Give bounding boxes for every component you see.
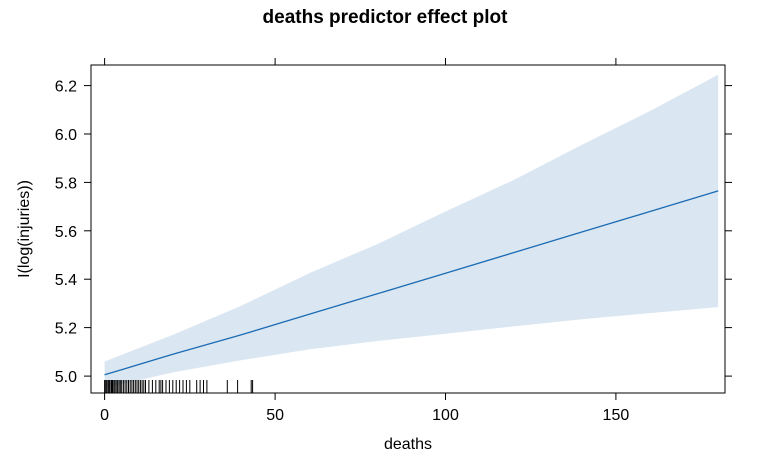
x-axis-label: deaths [384,436,432,453]
y-tick-label: 5.0 [55,369,77,386]
y-tick-label: 5.6 [55,224,77,241]
x-axis: 0 50 100 150 [100,58,629,424]
y-tick-label: 5.4 [55,272,77,289]
x-tick-label: 0 [100,407,109,424]
y-axis: 5.0 5.2 5.4 5.6 5.8 6.0 6.2 [55,79,732,386]
fit-line [104,190,719,376]
plot-frame [90,64,726,394]
y-tick-label: 6.2 [55,79,77,96]
plot-area [90,64,726,394]
rug-marks [104,380,254,393]
chart-title: deaths predictor effect plot [263,7,509,28]
x-tick-label: 50 [266,407,284,424]
x-tick-label: 100 [432,407,459,424]
confidence-band [104,74,719,389]
y-tick-label: 6.0 [55,127,77,144]
y-tick-label: 5.8 [55,175,77,192]
y-axis-label: I(log(injuries)) [16,180,33,278]
x-tick-label: 150 [603,407,630,424]
y-tick-label: 5.2 [55,321,77,338]
